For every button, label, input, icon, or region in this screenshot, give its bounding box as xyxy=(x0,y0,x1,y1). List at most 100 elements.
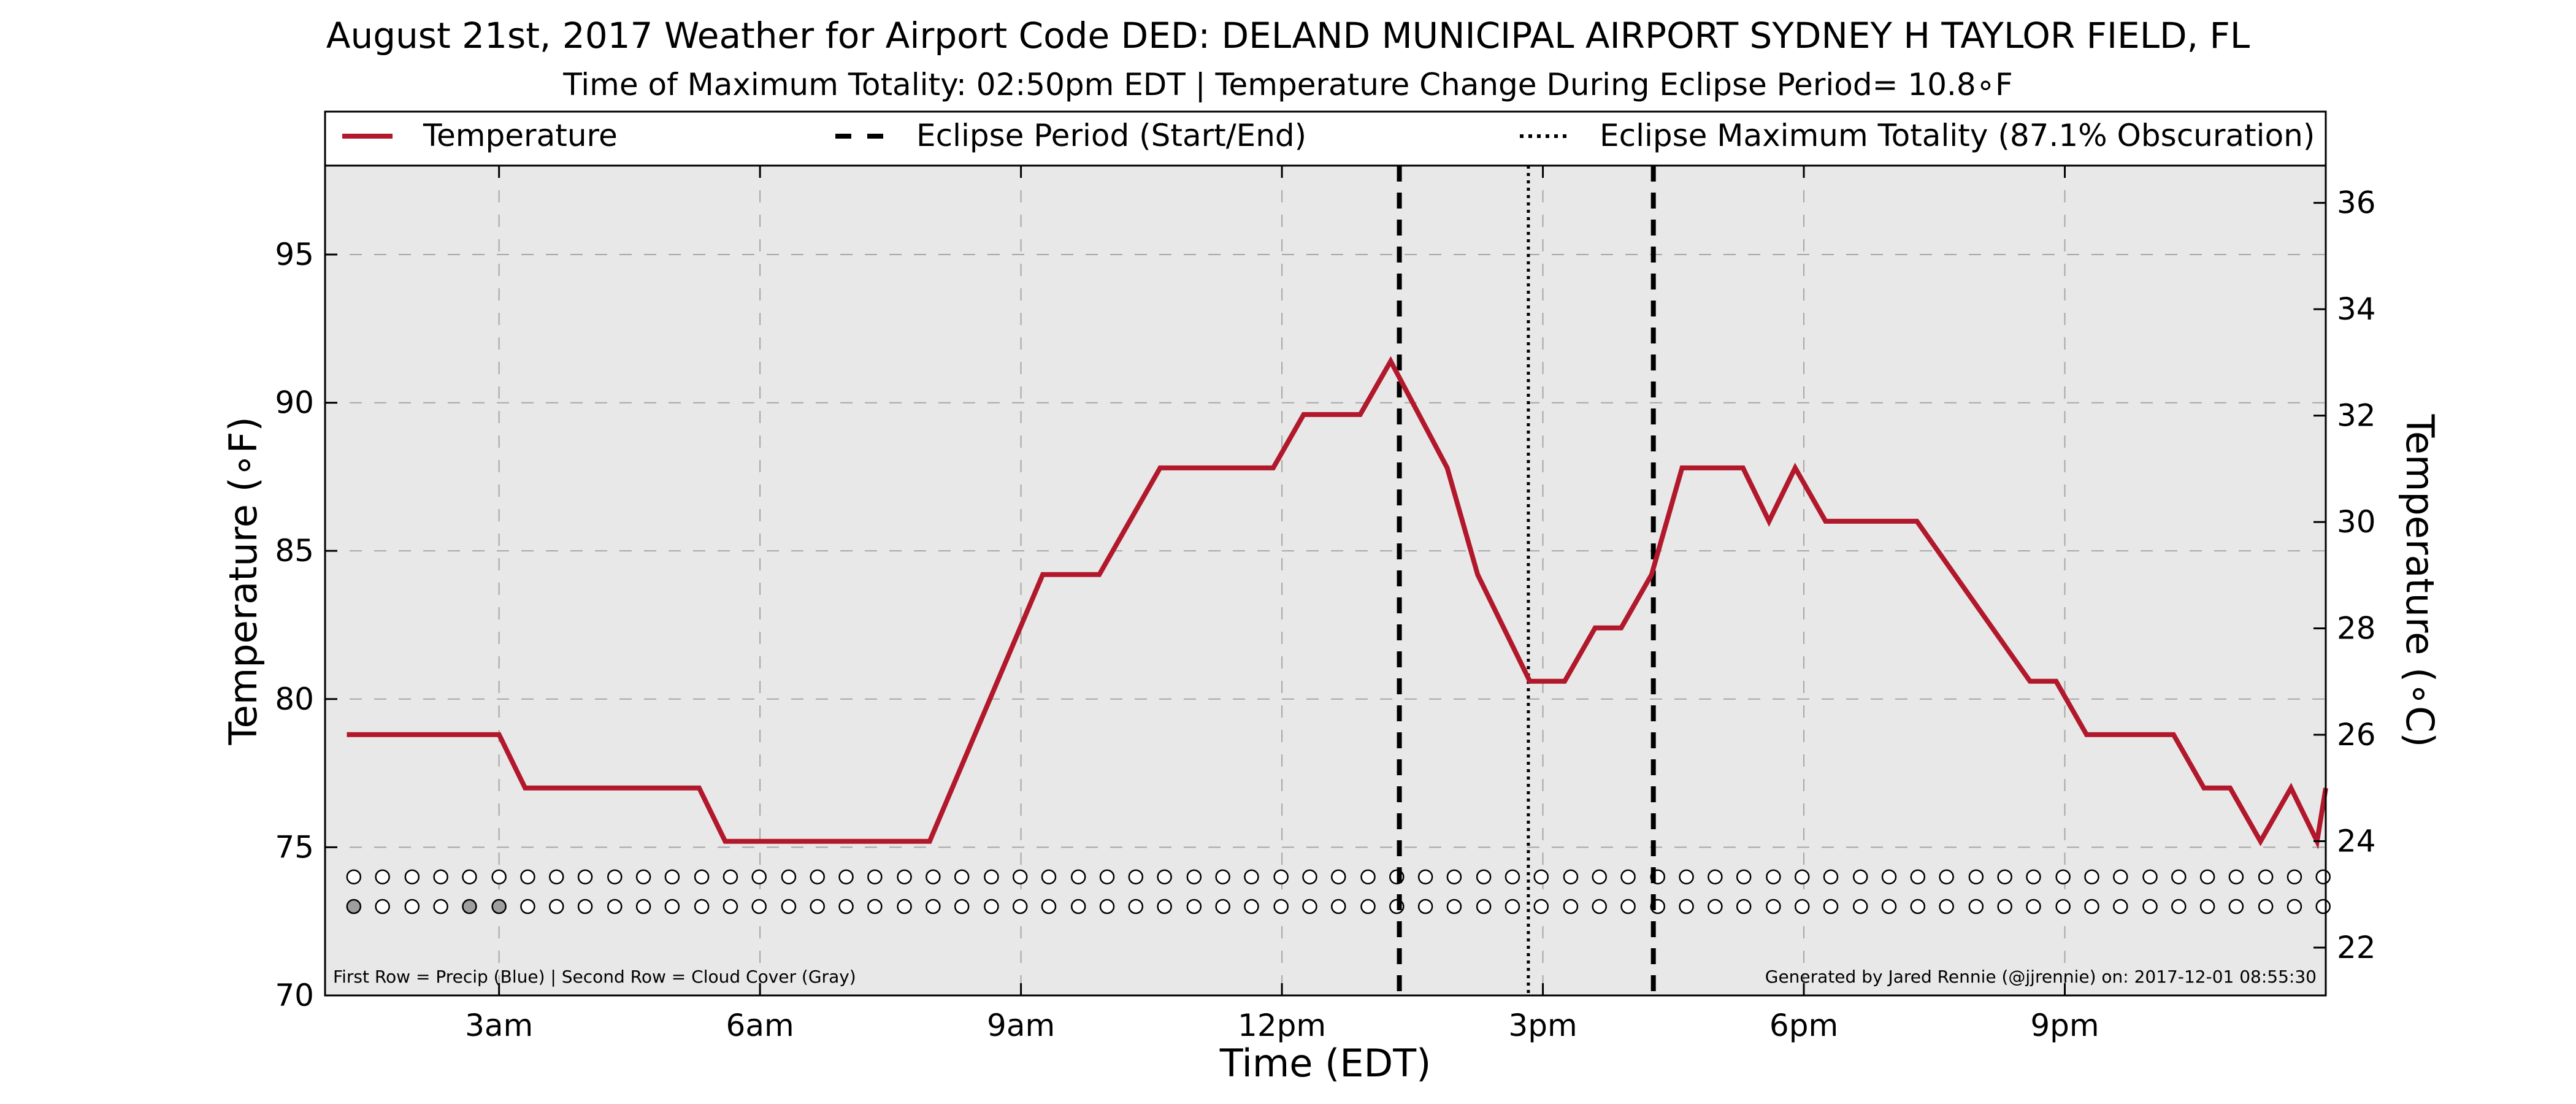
cloud-cover-marker xyxy=(520,899,535,914)
legend-box xyxy=(324,110,2327,167)
plot-area xyxy=(325,166,2326,995)
precip-marker xyxy=(1620,869,1636,884)
precip-marker xyxy=(1852,869,1868,884)
y-axis-right: 22 24 26 28 30 32 34 36 xyxy=(2313,185,2376,965)
cloud-cover-marker xyxy=(1360,899,1376,914)
y-tick-label: 95 xyxy=(275,237,314,272)
y2-tick-label: 28 xyxy=(2337,611,2376,646)
cloud-cover-marker xyxy=(2026,899,2041,914)
cloud-cover-marker xyxy=(1881,899,1897,914)
precip-marker xyxy=(694,869,710,884)
precip-marker xyxy=(2055,869,2071,884)
precip-marker xyxy=(491,869,507,884)
cloud-cover-marker xyxy=(1476,899,1492,914)
cloud-cover-marker xyxy=(433,899,448,914)
cloud-cover-marker xyxy=(1302,899,1317,914)
y2-tick-label: 24 xyxy=(2337,823,2376,859)
cloud-cover-marker xyxy=(346,899,362,914)
cloud-cover-marker xyxy=(1533,899,1549,914)
precip-marker xyxy=(751,869,767,884)
precip-marker xyxy=(1360,869,1376,884)
precip-marker xyxy=(897,869,912,884)
cloud-cover-marker xyxy=(694,899,710,914)
cloud-cover-marker xyxy=(2199,899,2215,914)
y-tick-label: 80 xyxy=(275,681,314,717)
y2-tick-label: 34 xyxy=(2337,291,2376,327)
cloud-cover-marker xyxy=(1910,899,1926,914)
precip-marker xyxy=(1910,869,1926,884)
precip-marker xyxy=(1939,869,1954,884)
marker-rows xyxy=(346,869,2331,914)
precip-marker xyxy=(954,869,970,884)
precip-marker xyxy=(781,869,797,884)
precip-marker xyxy=(2113,869,2128,884)
precip-marker xyxy=(664,869,680,884)
cloud-cover-marker xyxy=(1794,899,1810,914)
precip-marker xyxy=(1273,869,1289,884)
precip-marker xyxy=(1012,869,1028,884)
y-axis-label-left: Temperature (∘F) xyxy=(221,416,266,745)
eclipse-lines xyxy=(1397,166,1656,995)
cloud-cover-marker xyxy=(1823,899,1839,914)
precip-marker xyxy=(810,869,825,884)
precip-marker xyxy=(1070,869,1086,884)
precip-marker xyxy=(926,869,941,884)
cloud-cover-marker xyxy=(577,899,593,914)
cloud-cover-marker xyxy=(1505,899,1520,914)
precip-marker xyxy=(2084,869,2099,884)
cloud-cover-marker xyxy=(2084,899,2099,914)
cloud-cover-marker xyxy=(1128,899,1144,914)
y-tick-label: 85 xyxy=(275,533,314,569)
precip-marker xyxy=(2171,869,2187,884)
precip-marker xyxy=(577,869,593,884)
precip-marker xyxy=(1302,869,1317,884)
precip-marker xyxy=(2228,869,2244,884)
grid xyxy=(325,166,2326,995)
precip-marker xyxy=(1215,869,1230,884)
cloud-cover-marker xyxy=(1968,899,1984,914)
cloud-cover-marker xyxy=(491,899,507,914)
cloud-cover-marker xyxy=(2113,899,2128,914)
legend-label-eclipse-period: Eclipse Period (Start/End) xyxy=(916,118,1306,153)
y2-tick-label: 32 xyxy=(2337,398,2376,434)
cloud-cover-marker xyxy=(1186,899,1202,914)
y-axis-label-right: Temperature (∘C) xyxy=(2398,414,2442,748)
precip-marker xyxy=(2026,869,2041,884)
y-tick-label: 70 xyxy=(275,978,314,1013)
x-axis: 3am 6am 9am 12pm 3pm 6pm 9pm xyxy=(465,166,2099,1043)
cloud-cover-marker xyxy=(1331,899,1346,914)
cloud-cover-marker xyxy=(2142,899,2158,914)
footnote-left: First Row = Precip (Blue) | Second Row =… xyxy=(333,967,856,987)
y2-tick-label: 36 xyxy=(2337,185,2376,221)
cloud-cover-marker xyxy=(867,899,883,914)
cloud-cover-marker xyxy=(635,899,651,914)
precip-marker xyxy=(1794,869,1810,884)
chart-subtitle: Time of Maximum Totality: 02:50pm EDT | … xyxy=(562,67,2013,102)
cloud-cover-marker xyxy=(1215,899,1230,914)
precip-marker xyxy=(1563,869,1579,884)
precip-marker xyxy=(635,869,651,884)
precip-marker xyxy=(1128,869,1144,884)
temperature-line xyxy=(347,356,2328,849)
cloud-cover-marker xyxy=(664,899,680,914)
cloud-cover-marker xyxy=(781,899,797,914)
precip-marker xyxy=(1186,869,1202,884)
cloud-cover-marker xyxy=(404,899,420,914)
precip-marker xyxy=(1041,869,1057,884)
x-tick-label: 9pm xyxy=(2030,1008,2099,1043)
cloud-cover-marker xyxy=(1997,899,2012,914)
cloud-cover-marker xyxy=(1563,899,1579,914)
x-tick-label: 3pm xyxy=(1508,1008,1577,1043)
cloud-cover-marker xyxy=(810,899,825,914)
cloud-cover-marker xyxy=(1679,899,1694,914)
cloud-cover-marker xyxy=(1273,899,1289,914)
precip-marker xyxy=(375,869,390,884)
cloud-cover-marker xyxy=(2287,899,2302,914)
y-axis-left: 70 75 80 85 90 95 xyxy=(275,237,337,1013)
precip-marker xyxy=(1244,869,1259,884)
precip-marker xyxy=(1997,869,2012,884)
cloud-cover-marker xyxy=(1939,899,1954,914)
y2-tick-label: 30 xyxy=(2337,504,2376,540)
cloud-cover-marker xyxy=(1099,899,1115,914)
cloud-cover-marker xyxy=(1592,899,1608,914)
